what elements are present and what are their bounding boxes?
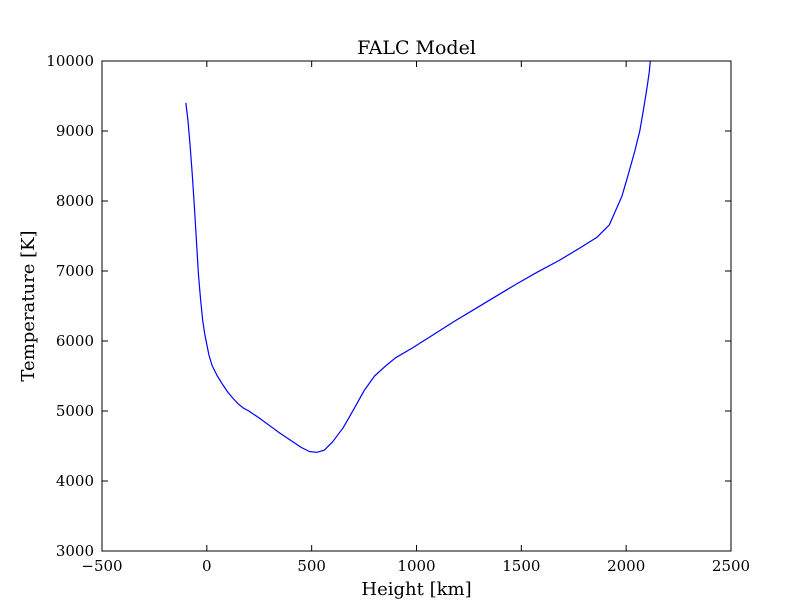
- x-tick-label: 2500: [712, 557, 750, 575]
- y-tick-label: 4000: [56, 472, 94, 490]
- chart-title: FALC Model: [357, 37, 476, 59]
- y-axis-label: Temperature [K]: [18, 230, 39, 381]
- temperature-series-line: [185, 60, 651, 453]
- y-tick-label: 5000: [56, 402, 94, 420]
- y-tick-label: 3000: [56, 542, 94, 560]
- x-tick-label: 500: [297, 557, 326, 575]
- x-tick-label: 0: [202, 557, 212, 575]
- y-tick-label: 6000: [56, 332, 94, 350]
- y-tick-label: 7000: [56, 262, 94, 280]
- y-tick-label: 8000: [56, 192, 94, 210]
- x-tick-label: −500: [81, 557, 122, 575]
- x-axis-label: Height [km]: [361, 579, 471, 600]
- y-tick-label: 10000: [46, 52, 94, 70]
- x-tick-label: 1000: [397, 557, 435, 575]
- x-tick-label: 2000: [607, 557, 645, 575]
- y-tick-label: 9000: [56, 122, 94, 140]
- plot-frame: [101, 60, 732, 552]
- x-tick-label: 1500: [502, 557, 540, 575]
